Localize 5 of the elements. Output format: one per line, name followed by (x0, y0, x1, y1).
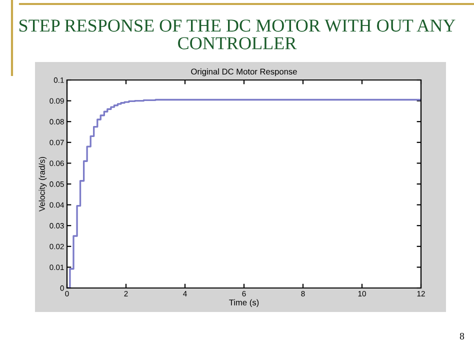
chart-title: Original DC Motor Response (191, 68, 297, 76)
y-axis-title: Velocity (rad/s) (38, 156, 47, 212)
text: STEP RESPONSE OF THE DC MOTOR WITH OUT ANY CONTROLLER (19, 20, 456, 50)
text: 8 (460, 332, 464, 340)
x-axis-title: Time (s) (229, 299, 259, 308)
